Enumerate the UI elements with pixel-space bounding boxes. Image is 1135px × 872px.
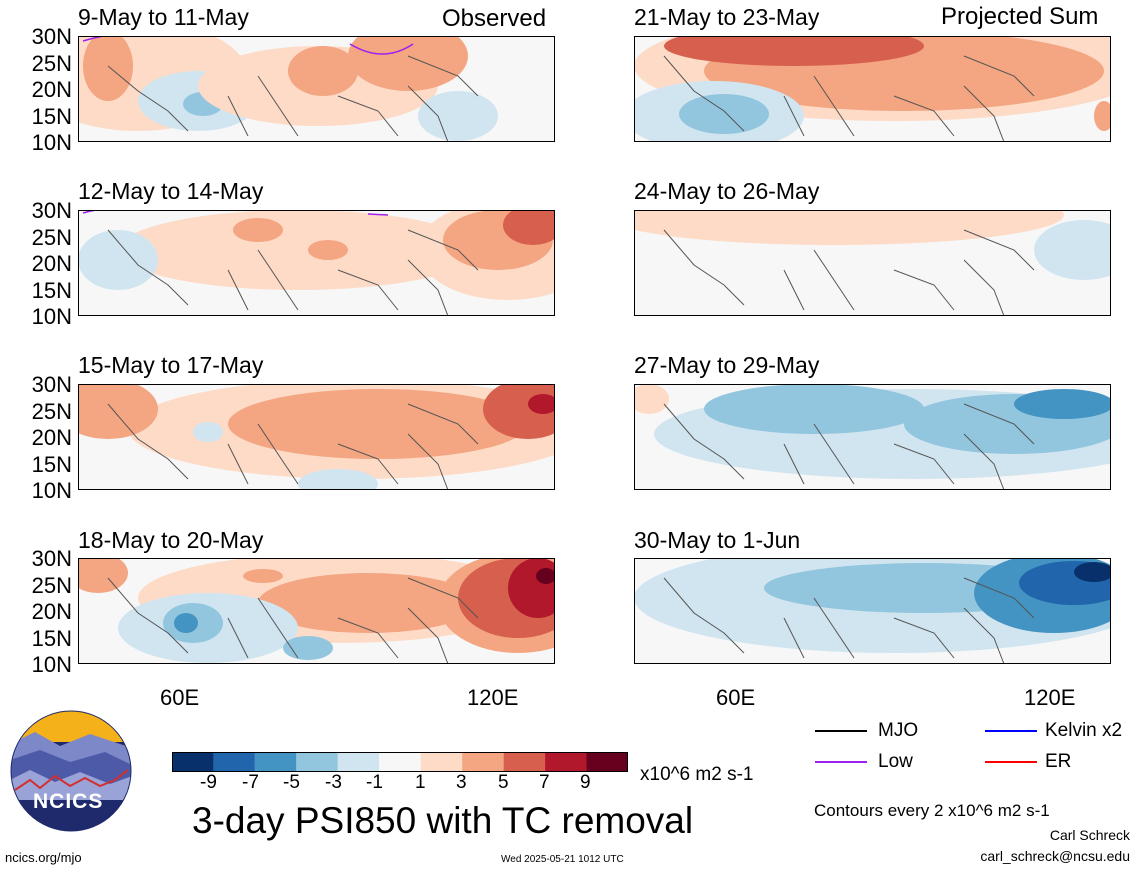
colorbar-tick: 7 [539, 772, 550, 793]
legend-label-low: Low [878, 751, 913, 772]
lat-tick-15n: 15N [31, 626, 72, 651]
contours-note: Contours every 2 x10^6 m2 s-1 [814, 801, 1050, 820]
legend-item-kelvin: Kelvin x2 [985, 718, 1135, 744]
legend-item-mjo: MJO [815, 718, 965, 744]
lat-tick-25n: 25N [31, 399, 72, 424]
legend-line-mjo [815, 730, 867, 732]
colorbar-tick: 9 [580, 772, 591, 793]
legend-label-er: ER [1045, 751, 1072, 772]
lon-tick-60e: 60E [716, 685, 756, 710]
panel-title: 21-May to 23-May [634, 4, 820, 30]
lat-tick-20n: 20N [31, 77, 72, 102]
map-panel-observed-1 [78, 36, 555, 142]
map-panel-observed-3 [78, 384, 555, 490]
map-panel-observed-2 [78, 210, 555, 316]
timestamp: Wed 2025-05-21 1012 UTC [501, 854, 624, 865]
lat-tick-30n: 30N [31, 372, 72, 397]
colorbar-tick: 5 [498, 772, 509, 793]
map-panel-projected-2 [634, 210, 1111, 316]
lat-tick-10n: 10N [31, 304, 72, 329]
projected-column-label: Projected Sum [941, 3, 1099, 30]
legend: MJO Kelvin x2 Low ER [815, 718, 1135, 778]
lat-tick-15n: 15N [31, 104, 72, 129]
colorbar-tick: -7 [242, 772, 259, 793]
map-panel-projected-4 [634, 558, 1111, 664]
colorbar-tick: 3 [456, 772, 467, 793]
lat-tick-15n: 15N [31, 278, 72, 303]
lat-tick-15n: 15N [31, 452, 72, 477]
map-panel-projected-3 [634, 384, 1111, 490]
author-name: Carl Schreck [1049, 827, 1130, 843]
lat-tick-25n: 25N [31, 225, 72, 250]
panel-title: 30-May to 1-Jun [634, 527, 801, 553]
legend-item-er: ER [985, 749, 1135, 775]
colorbar-tick: 1 [415, 772, 426, 793]
lon-tick-60e: 60E [160, 685, 200, 710]
observed-column-label: Observed [442, 5, 547, 32]
legend-line-low [815, 761, 867, 763]
ncics-logo [10, 710, 132, 832]
legend-label-mjo: MJO [878, 720, 919, 741]
lon-tick-120e: 120E [467, 685, 519, 710]
units-label: x10^6 m2 s-1 [640, 764, 754, 785]
lat-tick-30n: 30N [31, 546, 72, 571]
source-url[interactable]: ncics.org/mjo [5, 850, 82, 865]
lat-tick-20n: 20N [31, 599, 72, 624]
map-panel-projected-1 [634, 36, 1111, 142]
colorbar [172, 752, 628, 772]
legend-line-kelvin [985, 730, 1037, 732]
map-panel-observed-4 [78, 558, 555, 664]
colorbar-tick: -3 [325, 772, 342, 793]
legend-label-kelvin: Kelvin x2 [1045, 720, 1123, 741]
panel-title: 12-May to 14-May [78, 178, 264, 204]
lat-tick-20n: 20N [31, 251, 72, 276]
lat-tick-25n: 25N [31, 573, 72, 598]
product-title: 3-day PSI850 with TC removal [192, 800, 694, 841]
panel-title: 18-May to 20-May [78, 527, 264, 553]
legend-line-er [985, 761, 1037, 763]
lat-tick-30n: 30N [31, 198, 72, 223]
author-email: carl_schreck@ncsu.edu [980, 848, 1130, 864]
colorbar-tick: -5 [283, 772, 300, 793]
logo-text: NCICS [33, 790, 104, 813]
panel-title: 27-May to 29-May [634, 352, 820, 378]
lat-tick-10n: 10N [31, 652, 72, 677]
lon-tick-120e: 120E [1024, 685, 1076, 710]
lat-tick-10n: 10N [31, 478, 72, 503]
lat-tick-20n: 20N [31, 425, 72, 450]
panel-title: 24-May to 26-May [634, 178, 820, 204]
panel-title: 9-May to 11-May [78, 4, 249, 30]
lat-tick-30n: 30N [31, 24, 72, 49]
lat-tick-10n: 10N [31, 130, 72, 155]
legend-item-low: Low [815, 749, 965, 775]
lat-tick-25n: 25N [31, 51, 72, 76]
colorbar-tick: -9 [200, 772, 217, 793]
colorbar-tick: -1 [366, 772, 383, 793]
panel-title: 15-May to 17-May [78, 352, 264, 378]
